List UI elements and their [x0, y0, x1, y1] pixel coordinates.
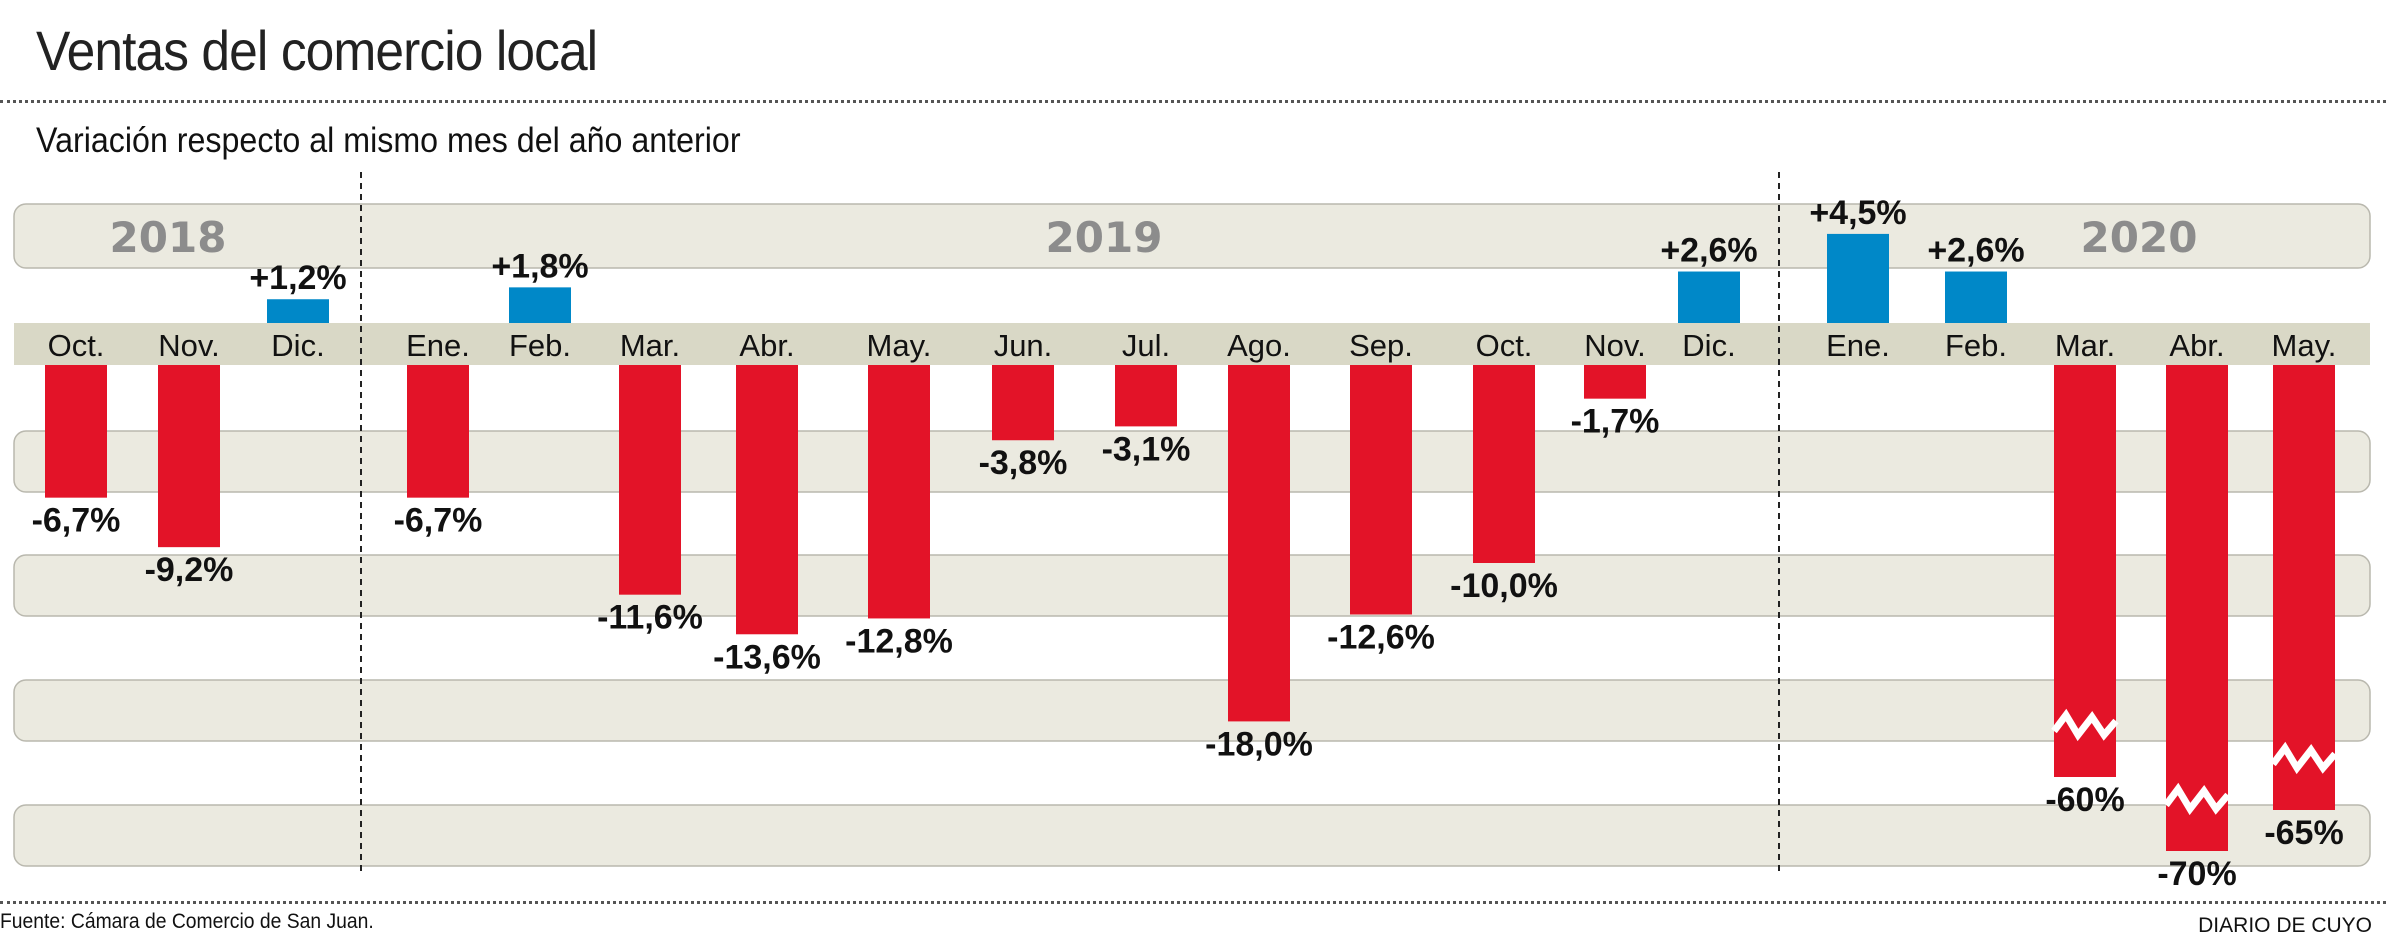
grid-band: [13, 804, 2371, 867]
bar-17: [2054, 365, 2116, 777]
chart-title: Ventas del comercio local: [36, 19, 598, 82]
grid-band: [13, 679, 2371, 742]
tick-label: Ene.: [406, 328, 470, 363]
data-label: -10,0%: [1450, 567, 1558, 605]
data-label: +4,5%: [1809, 194, 1906, 232]
tick-label: Jul.: [1122, 328, 1170, 363]
bar-19: [2273, 365, 2335, 810]
data-label: -3,1%: [1102, 430, 1191, 468]
grid-band: [13, 554, 2371, 617]
data-label: -11,6%: [597, 599, 703, 637]
footer-divider: [0, 901, 2386, 904]
bar-12: [1473, 365, 1535, 563]
data-label: -6,7%: [32, 502, 121, 540]
tick-label: Ene.: [1826, 328, 1890, 363]
data-label: -3,8%: [979, 444, 1068, 482]
bar-7: [868, 365, 930, 619]
data-label: -12,6%: [1327, 618, 1435, 656]
data-label: +2,6%: [1927, 232, 2024, 270]
bar-16: [1945, 271, 2007, 323]
bar-10: [1228, 365, 1290, 722]
chart-subtitle: Variación respecto al mismo mes del año …: [36, 121, 741, 160]
bar-0: [45, 365, 107, 498]
year-label: 2019: [1046, 213, 1163, 262]
tick-label: May.: [2272, 328, 2337, 363]
tick-label: Nov.: [1584, 328, 1645, 363]
data-label: -1,7%: [1571, 403, 1660, 441]
tick-label: Abr.: [739, 328, 794, 363]
bar-5: [619, 365, 681, 595]
bar-13: [1584, 365, 1646, 399]
bar-8: [992, 365, 1054, 441]
brand-label: DIARIO DE CUYO: [2198, 914, 2372, 937]
axis-break-mark: [2051, 708, 2119, 742]
tick-label: Ago.: [1227, 328, 1291, 363]
axis-band: [14, 323, 2370, 365]
data-label: -70%: [2157, 855, 2236, 893]
tick-label: Mar.: [620, 328, 680, 363]
bar-4: [509, 287, 571, 323]
bar-18: [2166, 365, 2228, 851]
tick-label: Nov.: [158, 328, 219, 363]
data-label: -13,6%: [713, 638, 821, 676]
title-divider: [0, 100, 2386, 103]
axis-break-mark: [2270, 741, 2338, 775]
bar-2: [267, 299, 329, 323]
tick-label: Jun.: [994, 328, 1053, 363]
data-label: -60%: [2045, 781, 2124, 819]
tick-label: Feb.: [509, 328, 571, 363]
data-label: +1,2%: [249, 259, 346, 297]
tick-label: Oct.: [48, 328, 105, 363]
tick-label: Feb.: [1945, 328, 2007, 363]
year-label: 2020: [2081, 213, 2198, 262]
bar-6: [736, 365, 798, 635]
bar-1: [158, 365, 220, 548]
tick-label: Dic.: [271, 328, 324, 363]
data-label: -18,0%: [1205, 725, 1313, 763]
data-label: +2,6%: [1660, 232, 1757, 270]
tick-label: May.: [867, 328, 932, 363]
tick-label: Dic.: [1682, 328, 1735, 363]
bar-9: [1115, 365, 1177, 427]
grid-band: [13, 430, 2371, 493]
bar-14: [1678, 271, 1740, 323]
data-label: -6,7%: [394, 502, 483, 540]
data-label: -65%: [2264, 814, 2343, 852]
tick-label: Sep.: [1349, 328, 1413, 363]
bar-3: [407, 365, 469, 498]
tick-label: Oct.: [1476, 328, 1533, 363]
bar-15: [1827, 233, 1889, 323]
data-label: +1,8%: [491, 247, 588, 285]
data-label: -12,8%: [845, 622, 953, 660]
grid-band: [13, 203, 2371, 269]
axis-break-mark: [2163, 782, 2231, 816]
tick-label: Abr.: [2169, 328, 2224, 363]
source-note: Fuente: Cámara de Comercio de San Juan.: [0, 910, 374, 933]
tick-label: Mar.: [2055, 328, 2115, 363]
year-label: 2018: [110, 213, 227, 262]
bar-11: [1350, 365, 1412, 615]
data-label: -9,2%: [145, 551, 234, 589]
